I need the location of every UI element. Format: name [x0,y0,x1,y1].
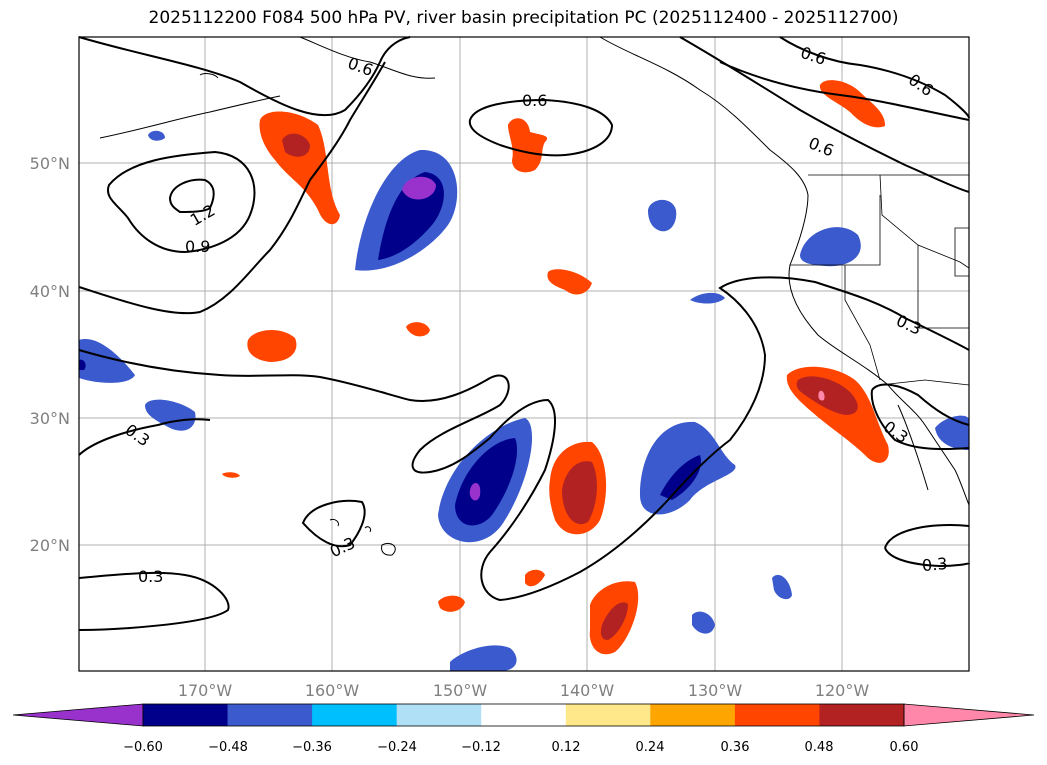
contour-label: 0.6 [798,43,828,69]
colorbar-segment [734,704,820,726]
colorbar-segment [819,704,905,726]
map-frame [78,36,970,672]
pv-contour [301,499,366,548]
pos-anomaly-region [508,118,548,173]
colorbar-segment [396,704,482,726]
neg-anomaly-region [772,574,792,600]
colorbar [12,703,1035,727]
pos-anomaly-region [438,595,465,612]
contour-label: 0.6 [522,91,547,110]
contour-label: 0.6 [905,70,937,100]
colorbar-tick: −0.12 [461,740,501,755]
pv-contour [78,571,230,631]
neg-anomaly-region [145,399,196,431]
neg-anomaly-region [79,339,135,383]
lat-label: 20°N [30,536,70,555]
lon-label: 160°W [305,681,360,700]
lat-label: 30°N [30,409,70,428]
coastlines [99,36,970,556]
colorbar-segment [227,704,313,726]
contour-label: 0.3 [138,567,163,586]
contour-label: 0.6 [345,53,375,80]
contour-label: 1.2 [187,200,219,229]
lon-label: 130°W [688,681,743,700]
pv-contours [78,36,970,631]
pv-contour [78,276,970,602]
pos-anomaly-region [222,472,240,478]
colorbar-tick: −0.48 [208,740,248,755]
lon-label: 170°W [178,681,233,700]
pv-contour [870,389,970,451]
pos-anomaly-region [547,269,592,295]
latitude-labels: 50°N 40°N 30°N 20°N [30,154,70,555]
neg-anomaly-region [800,227,861,267]
political-borders [790,174,970,386]
pv-contour [106,150,256,254]
lon-label: 120°W [815,681,870,700]
map-title: 2025112200 F084 500 hPa PV, river basin … [148,8,899,28]
precip-anomaly-fields [79,80,969,671]
pv-contour [779,36,970,119]
pv-contour [884,547,970,568]
contour-label: 0.9 [185,237,210,256]
lat-label: 50°N [30,154,70,173]
neg-anomaly-region [935,415,969,450]
colorbar-outline [142,703,905,727]
pv-contour [78,36,411,117]
neg-anomaly-region [648,199,677,232]
contour-label: 0.3 [921,554,948,575]
colorbar-tick: −0.36 [292,740,332,755]
colorbar-tick: 0.48 [805,740,834,755]
colorbar-segment [650,704,736,726]
pv-contour [78,61,386,315]
pos-anomaly-region [525,569,545,587]
pv-contour [871,383,970,426]
longitude-labels: 170°W 160°W 150°W 140°W 130°W 120°W [178,681,870,700]
lat-label: 40°N [30,282,70,301]
lon-label: 150°W [433,681,488,700]
pos-anomaly-region [259,111,340,225]
colorbar-tick: 0.24 [636,740,665,755]
pv-contour [78,418,211,456]
colorbar-tick: 0.36 [721,740,750,755]
pos-anomaly-region [819,80,886,128]
contour-label: 0.6 [806,133,837,160]
colorbar-tick-labels: −0.60 −0.48 −0.36 −0.24 −0.12 0.12 0.24 … [123,740,918,755]
colorbar-segment [312,704,398,726]
colorbar-min-extension [12,703,144,727]
colorbar-segment [481,704,567,726]
neg-anomaly-region [692,611,715,634]
neg-anomaly-region [690,292,725,304]
pos-anomaly-region [247,329,297,362]
colorbar-tick: −0.24 [377,740,417,755]
neg-anomaly-region [148,130,165,141]
pos-anomaly-region [406,322,430,337]
lon-label: 140°W [560,681,615,700]
neg-anomaly-region [450,645,517,671]
colorbar-max-extension [903,703,1035,727]
pv-contour [168,178,215,214]
colorbar-tick: 0.60 [890,740,919,755]
pv-contour [884,523,970,549]
pv-contour [719,61,970,121]
contour-label: 0.3 [122,420,154,450]
colorbar-tick: 0.12 [552,740,581,755]
pv-contour [468,98,614,157]
colorbar-tick: −0.60 [123,740,163,755]
colorbar-segment [143,704,229,726]
colorbar-segment [565,704,651,726]
